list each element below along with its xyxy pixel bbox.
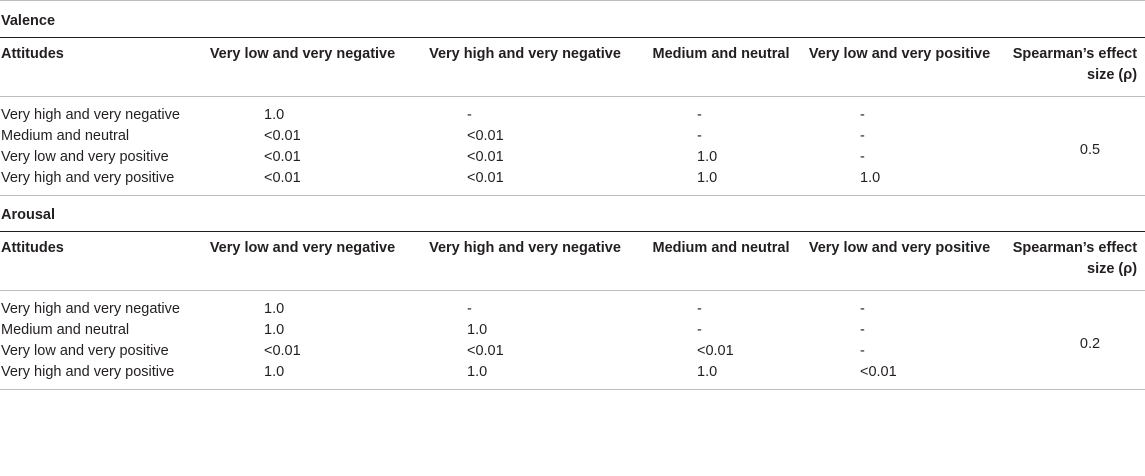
table-row: Medium and neutral <0.01 <0.01 - - [0, 126, 1145, 147]
table-cell: 1.0 [264, 364, 285, 380]
table-row: Very high and very negative 1.0 - - - 0.… [0, 291, 1145, 352]
section-title-valence: Valence [0, 0, 1145, 38]
table-cell: - [860, 107, 865, 123]
column-header: Very low and very negative [205, 231, 400, 291]
table-cell: 1.0 [264, 322, 285, 338]
table-cell: <0.01 [467, 128, 504, 144]
table-row: Medium and neutral 1.0 1.0 - - [0, 320, 1145, 341]
table-cell: - [860, 343, 865, 359]
row-label: Medium and neutral [1, 322, 130, 338]
table-cell: <0.01 [697, 343, 734, 359]
column-header-attitudes: Attitudes [0, 37, 205, 97]
table-cell: 1.0 [264, 107, 285, 123]
table-cell: 1.0 [697, 170, 718, 186]
table-cell: <0.01 [467, 343, 504, 359]
attitudes-table: Valence Attitudes Very low and very nega… [0, 0, 1145, 390]
table-cell: 1.0 [264, 301, 285, 317]
row-label: Very high and very negative [1, 301, 180, 317]
column-header: Very high and very negative [400, 231, 650, 291]
table-header-row: Attitudes Very low and very negative Ver… [0, 231, 1145, 291]
row-label: Very high and very positive [1, 170, 175, 186]
table-header-row: Attitudes Very low and very negative Ver… [0, 37, 1145, 97]
table-cell: 1.0 [467, 364, 488, 380]
row-label: Very low and very positive [1, 149, 169, 165]
column-header: Very low and very positive [792, 37, 1007, 97]
table-cell: - [697, 107, 702, 123]
table-cell: 1.0 [860, 170, 881, 186]
effect-size-value: 0.2 [1079, 335, 1101, 352]
column-header: Very high and very negative [400, 37, 650, 97]
section-title-arousal: Arousal [0, 195, 1145, 232]
table-row: Very high and very negative 1.0 - - - 0.… [0, 97, 1145, 158]
row-label: Medium and neutral [1, 128, 130, 144]
column-header: Very low and very negative [205, 37, 400, 97]
table-cell: - [697, 301, 702, 317]
table-cell: 1.0 [467, 322, 488, 338]
table-cell: <0.01 [264, 128, 301, 144]
section-title: Valence [0, 0, 1145, 38]
column-header: Medium and neutral [650, 37, 792, 97]
effect-size-value: 0.5 [1079, 141, 1101, 158]
table-cell: <0.01 [467, 170, 504, 186]
table-cell: 1.0 [697, 149, 718, 165]
table-row: Very high and very positive 1.0 1.0 1.0 … [0, 362, 1145, 389]
table-cell: - [860, 322, 865, 338]
row-label: Very low and very positive [1, 343, 169, 359]
table-cell: - [697, 322, 702, 338]
table-row: Very low and very positive <0.01 <0.01 <… [0, 341, 1145, 362]
table-cell: <0.01 [264, 170, 301, 186]
table-cell: <0.01 [467, 149, 504, 165]
table-cell: - [467, 107, 472, 123]
table-bottom-rule [0, 389, 1145, 390]
row-label: Very high and very negative [1, 107, 180, 123]
table-cell: 1.0 [697, 364, 718, 380]
column-header-effect-size: Spearman’s effect size (ρ) [1007, 37, 1145, 97]
table-cell: <0.01 [860, 364, 897, 380]
column-header-effect-size: Spearman’s effect size (ρ) [1007, 231, 1145, 291]
table-cell: - [697, 128, 702, 144]
table-cell: - [860, 128, 865, 144]
table-cell: - [467, 301, 472, 317]
table-row: Very high and very positive <0.01 <0.01 … [0, 168, 1145, 196]
section-title: Arousal [0, 195, 1145, 232]
table-cell: <0.01 [264, 149, 301, 165]
column-header: Very low and very positive [792, 231, 1007, 291]
column-header-attitudes: Attitudes [0, 231, 205, 291]
table-cell: - [860, 301, 865, 317]
column-header: Medium and neutral [650, 231, 792, 291]
row-label: Very high and very positive [1, 364, 175, 380]
table-row: Very low and very positive <0.01 <0.01 1… [0, 147, 1145, 168]
table-cell: - [860, 149, 865, 165]
table-cell: <0.01 [264, 343, 301, 359]
